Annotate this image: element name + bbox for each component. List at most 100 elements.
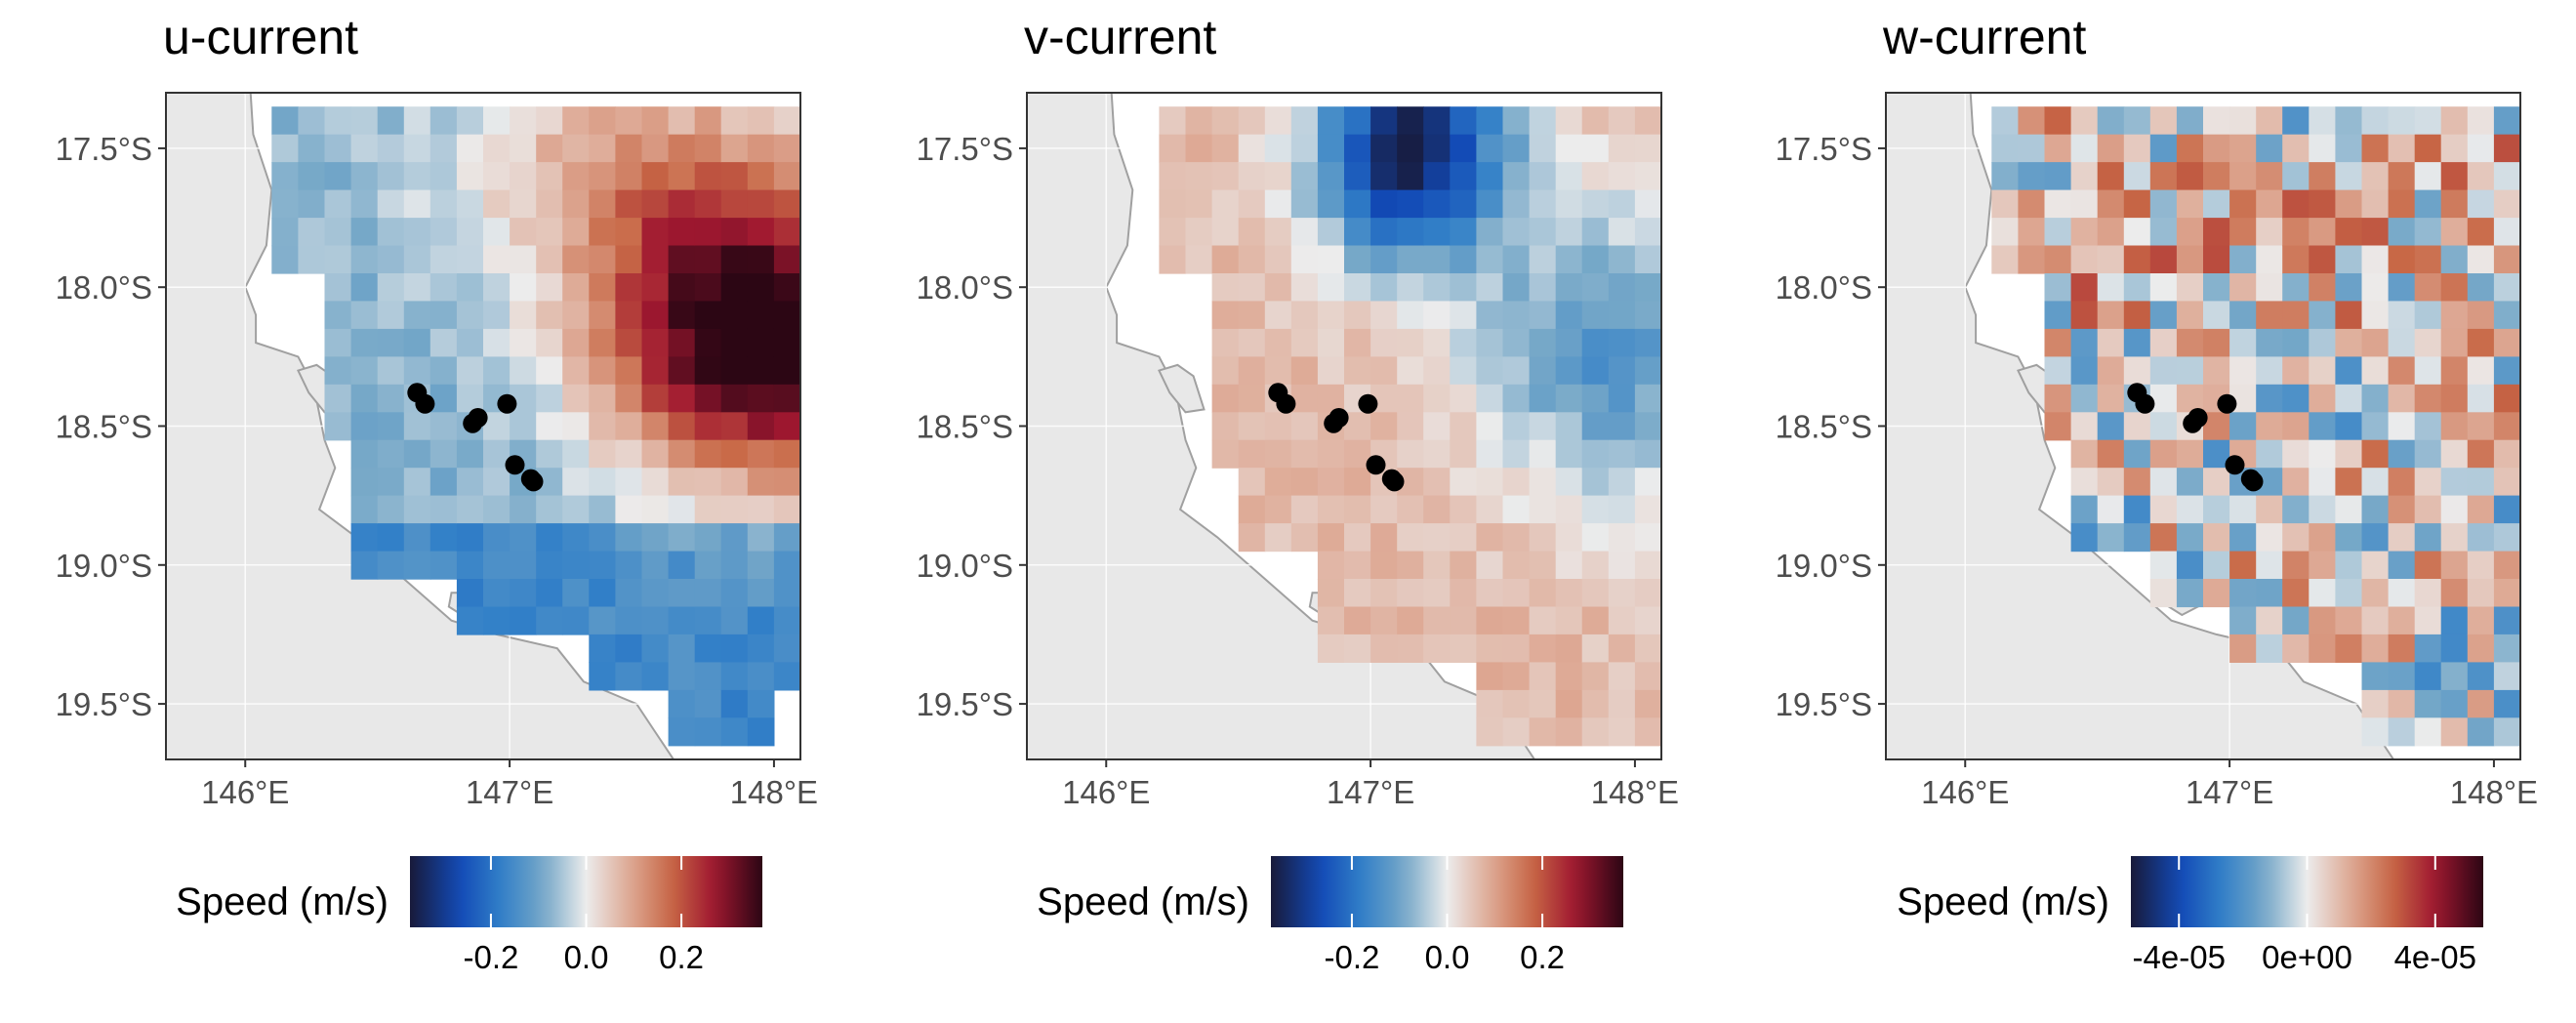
- legend-tick-label: -0.2: [1324, 939, 1379, 975]
- heatmap-cell: [720, 634, 749, 663]
- heatmap-cell: [747, 384, 775, 413]
- heatmap-cell: [773, 634, 800, 663]
- heatmap-cell: [2388, 662, 2416, 691]
- heatmap-cell: [2070, 301, 2099, 330]
- heatmap-cell: [377, 328, 405, 357]
- heatmap-cell: [1529, 634, 1557, 663]
- heatmap-cell: [2335, 551, 2363, 580]
- heatmap-cell: [2493, 523, 2520, 552]
- heatmap-cell: [2123, 356, 2151, 386]
- heatmap-cell: [1608, 468, 1636, 497]
- heatmap-cell: [1476, 384, 1504, 413]
- heatmap-cell: [1344, 106, 1371, 136]
- heatmap-cell: [2388, 606, 2416, 635]
- heatmap-cell: [2070, 218, 2099, 247]
- heatmap-cell: [510, 162, 537, 191]
- heatmap-cell: [2097, 301, 2125, 330]
- heatmap-cell: [1238, 218, 1266, 247]
- heatmap-cell: [1290, 218, 1319, 247]
- colorbar-legend: Speed (m/s) -4e-05 0e+00 4e-05: [1897, 856, 2483, 975]
- heatmap-cell: [1397, 384, 1424, 413]
- heatmap-cell: [298, 218, 326, 247]
- heatmap-cell: [1290, 301, 1319, 330]
- station-point: [2243, 471, 2264, 492]
- heatmap-cell: [720, 523, 749, 552]
- heatmap-cell: [2123, 189, 2151, 219]
- heatmap-cell: [324, 301, 352, 330]
- heatmap-cell: [1211, 245, 1240, 274]
- heatmap-cell: [720, 439, 749, 469]
- heatmap-cell: [1555, 189, 1583, 219]
- heatmap-cell: [1238, 328, 1266, 357]
- heatmap-cell: [562, 134, 590, 163]
- heatmap-cell: [2361, 717, 2390, 747]
- heatmap-cell: [589, 384, 616, 413]
- heatmap-cell: [1450, 468, 1477, 497]
- heatmap-cell: [1450, 189, 1477, 219]
- heatmap-cell: [536, 495, 563, 524]
- heatmap-cell: [773, 218, 800, 247]
- heatmap-cell: [720, 134, 749, 163]
- heatmap-cell: [271, 106, 299, 136]
- heatmap-cell: [2149, 328, 2178, 357]
- heatmap-cell: [1608, 689, 1636, 718]
- heatmap-cell: [1581, 328, 1610, 357]
- heatmap-cell: [615, 662, 643, 691]
- heatmap-cell: [429, 106, 458, 136]
- heatmap-cell: [429, 134, 458, 163]
- heatmap-cell: [694, 245, 722, 274]
- heatmap-cell: [641, 134, 670, 163]
- heatmap-cell: [456, 356, 484, 386]
- heatmap-cell: [2467, 523, 2495, 552]
- legend-tick-label: 0.0: [564, 939, 609, 975]
- heatmap-cell: [1397, 301, 1424, 330]
- heatmap-cell: [2414, 717, 2442, 747]
- heatmap-cell: [1476, 579, 1504, 608]
- heatmap-cell: [1370, 356, 1398, 386]
- heatmap-cell: [2440, 134, 2469, 163]
- heatmap-cell: [2097, 189, 2125, 219]
- heatmap-cell: [2335, 356, 2363, 386]
- heatmap-cell: [1581, 579, 1610, 608]
- heatmap-cell: [720, 328, 749, 357]
- station-point: [1329, 408, 1349, 428]
- heatmap-cell: [1344, 301, 1371, 330]
- heatmap-cell: [1370, 162, 1398, 191]
- heatmap-cell: [615, 245, 643, 274]
- heatmap-cell: [1529, 717, 1557, 747]
- heatmap-cell: [694, 218, 722, 247]
- y-tick-label: 18.0°S: [1776, 269, 1872, 306]
- heatmap-cell: [1476, 356, 1504, 386]
- heatmap-cell: [747, 134, 775, 163]
- heatmap-cell: [1634, 356, 1661, 386]
- heatmap-cell: [510, 579, 537, 608]
- heatmap-cell: [536, 439, 563, 469]
- heatmap-cell: [2070, 468, 2099, 497]
- heatmap-cell: [668, 218, 696, 247]
- heatmap-cell: [589, 273, 616, 303]
- heatmap-cell: [2097, 273, 2125, 303]
- heatmap-cell: [2149, 468, 2178, 497]
- heatmap-cell: [1211, 356, 1240, 386]
- heatmap-cell: [1608, 606, 1636, 635]
- heatmap-cell: [2256, 218, 2283, 247]
- heatmap-cell: [2044, 218, 2072, 247]
- heatmap-cell: [1529, 412, 1557, 441]
- heatmap-cell: [2282, 189, 2310, 219]
- heatmap-cell: [456, 523, 484, 552]
- heatmap-cell: [2467, 301, 2495, 330]
- heatmap-cell: [2176, 106, 2204, 136]
- legend-tick-label: 4e-05: [2394, 939, 2476, 975]
- heatmap-cell: [429, 273, 458, 303]
- heatmap-cell: [1502, 356, 1531, 386]
- heatmap-cell: [2440, 551, 2469, 580]
- heatmap-cell: [1317, 551, 1345, 580]
- heatmap-cell: [1581, 134, 1610, 163]
- heatmap-cell: [694, 495, 722, 524]
- heatmap-cell: [1397, 634, 1424, 663]
- heatmap-cell: [2467, 245, 2495, 274]
- heatmap-cell: [1555, 384, 1583, 413]
- heatmap-cell: [2070, 134, 2099, 163]
- heatmap-cell: [2309, 439, 2336, 469]
- heatmap-cell: [2467, 495, 2495, 524]
